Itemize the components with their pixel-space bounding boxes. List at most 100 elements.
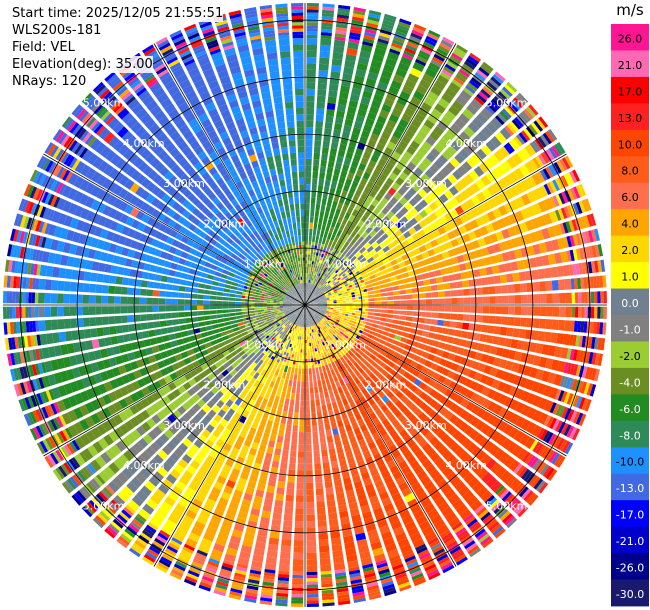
ray-gate [580,216,587,229]
ray-gate [334,292,339,295]
ray-gate [334,572,347,577]
ray-gate [337,452,346,461]
ray-gate [306,107,315,115]
ray-gate [326,283,330,287]
ray-gate [323,299,327,301]
ray-gate [303,333,305,337]
ray-gate [395,30,407,38]
ray-gate [392,39,404,47]
ray-gate [413,305,420,311]
ray-gate [284,378,289,386]
ray-gate [388,156,398,166]
ray-gate [476,130,489,143]
ray-gate [312,367,316,375]
ray-gate [537,268,546,279]
ray-gate [463,144,475,156]
ray-gate [332,473,341,481]
ray-gate [429,164,439,174]
ray-gate [346,333,351,337]
ray-gate [311,303,315,305]
ray-gate [342,398,349,406]
ray-gate [575,335,580,347]
ray-gate [364,253,372,260]
ray-gate [309,298,313,301]
ray-gate [454,135,466,147]
ray-gate [305,244,308,248]
ray-gate [442,466,453,478]
ray-gate [533,294,541,304]
ray-gate [327,326,331,330]
ray-gate [312,257,315,262]
ray-gate [387,309,394,314]
ray-gate [486,81,498,92]
ray-gate [344,118,354,127]
ray-gate [463,314,470,322]
ray-gate [332,295,336,298]
ray-gate [313,299,317,302]
ray-gate [399,404,408,414]
ray-gate [335,269,339,274]
ray-gate [547,226,557,238]
ray-gate [559,306,566,318]
ray-gate [315,367,320,374]
ray-gate [373,316,381,321]
ray-gate [297,349,301,353]
ray-gate [522,147,531,159]
ray-gate [317,318,321,322]
ray-gate [327,306,331,308]
ray-gate [408,374,417,383]
ray-gate [407,101,419,112]
ray-gate [306,330,308,334]
ray-gate [312,229,317,236]
ray-gate [317,308,321,310]
ray-gate [516,340,525,350]
ray-gate [409,384,418,393]
ray-gate [328,250,333,254]
ray-gate [374,346,382,353]
ray-gate [340,324,345,327]
ray-gate [444,63,456,73]
ray-gate [311,303,315,304]
ray-gate [424,318,432,325]
ray-gate [538,200,548,213]
ray-gate [312,322,315,326]
ray-gate [417,280,425,287]
ray-gate [317,302,321,304]
ray-gate [348,345,352,350]
ray-gate [318,276,321,281]
ray-gate [518,328,527,339]
ray-gate [336,351,341,356]
ray-gate [503,410,514,422]
ray-gate [360,317,364,321]
ray-gate [335,23,348,29]
ray-gate [418,520,431,531]
ray-gate [326,109,335,117]
ray-gate [322,318,326,321]
ray-gate [310,308,313,311]
ray-gate [566,205,574,217]
ray-gate [443,283,451,290]
ray-gate [298,432,305,439]
ray-gate [493,448,505,460]
ray-gate [338,4,351,10]
ray-gate [381,131,391,141]
ray-gate [412,575,425,584]
ray-gate [306,574,318,579]
ray-gate [353,594,366,600]
ray-gate [305,177,311,185]
ray-gate [310,251,314,255]
ray-gate [542,132,552,145]
ray-gate [335,340,339,345]
ray-gate [427,485,439,497]
ray-gate [409,403,418,413]
ray-gate [483,440,495,452]
ray-gate [446,471,458,482]
ray-gate [426,369,435,378]
ray-gate [293,540,304,547]
ray-gate [385,438,395,448]
ray-gate [330,303,334,305]
ray-gate [455,74,467,83]
ray-gate [289,360,293,364]
ray-gate [368,298,375,302]
ray-gate [543,385,553,397]
